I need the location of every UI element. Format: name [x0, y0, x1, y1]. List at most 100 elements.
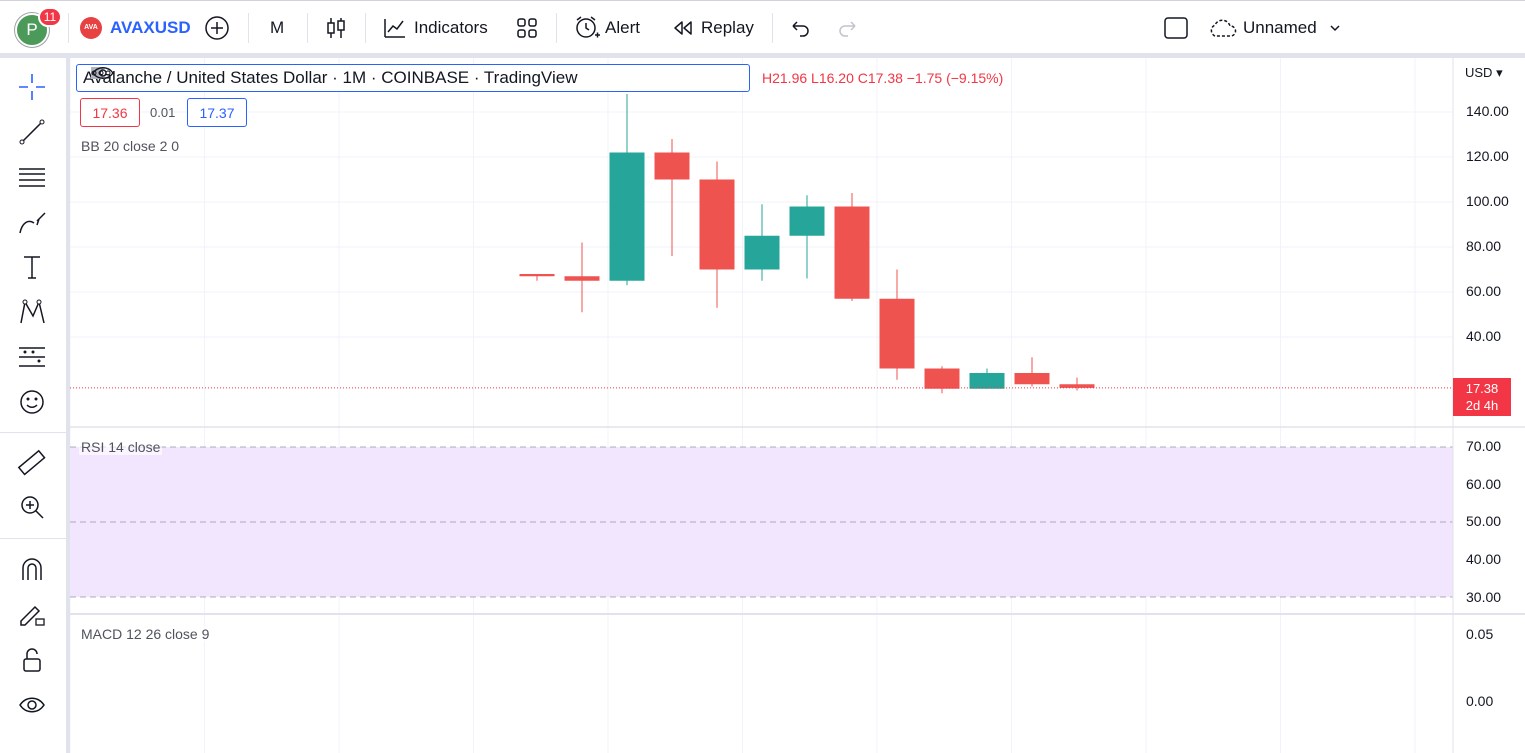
- redo-button[interactable]: [836, 1, 860, 54]
- compare-symbol-button[interactable]: [204, 1, 230, 54]
- bar-countdown: 2d 4h: [1465, 398, 1499, 413]
- interval-label: M: [270, 17, 285, 37]
- lock-all-tool[interactable]: [15, 643, 49, 677]
- ohlc-values: H21.96 L16.20 C17.38 −1.75 (−9.15%): [762, 70, 1004, 86]
- buy-button[interactable]: 17.37: [187, 98, 247, 127]
- redo-icon: [839, 20, 856, 37]
- candle-body: [879, 298, 915, 369]
- macd-indicator-label[interactable]: MACD 12 26 close 9: [79, 626, 212, 642]
- price-tick: 100.00: [1466, 193, 1509, 209]
- divider: [307, 13, 308, 43]
- candle-body: [1014, 373, 1050, 385]
- chevron-down-icon: [1330, 24, 1340, 31]
- replay-label: Replay: [701, 17, 754, 37]
- bb-indicator-label[interactable]: BB 20 close 2 0: [79, 138, 182, 154]
- pencil-lock-icon: [20, 605, 45, 626]
- hide-drawings-tool[interactable]: [15, 688, 49, 722]
- ruler-icon: [17, 449, 46, 476]
- divider: [248, 13, 249, 43]
- alarm-clock-icon: [576, 15, 600, 38]
- horizontal-lines-icon: [19, 168, 45, 187]
- text-tool[interactable]: [15, 250, 49, 284]
- candle-body: [834, 206, 870, 299]
- layouts-button[interactable]: [515, 1, 539, 54]
- divider: [772, 13, 773, 43]
- pattern-icon: [20, 299, 45, 324]
- interval-button[interactable]: M: [270, 1, 284, 54]
- forecast-icon: [19, 347, 45, 367]
- brush-tool[interactable]: [15, 205, 49, 239]
- more-icon[interactable]: [89, 65, 113, 81]
- layout-name-button[interactable]: Unnamed: [1207, 1, 1345, 54]
- candle-body: [969, 373, 1005, 389]
- currency-selector[interactable]: USD ▾: [1465, 65, 1503, 80]
- symbol-label: AVAXUSD: [110, 17, 191, 37]
- last-price-label: 17.38 2d 4h: [1453, 378, 1511, 416]
- crosshair-tool[interactable]: [15, 70, 49, 104]
- square-icon: [1164, 16, 1188, 39]
- grid-icon: [517, 17, 537, 38]
- chart-canvas[interactable]: [70, 58, 1525, 753]
- text-icon: [24, 256, 40, 279]
- divider: [0, 432, 66, 433]
- candle-body: [1059, 384, 1095, 388]
- trend-line-tool[interactable]: [15, 115, 49, 149]
- undo-button[interactable]: [788, 1, 812, 54]
- price-tick: 140.00: [1466, 103, 1509, 119]
- currency-label: USD: [1465, 65, 1493, 80]
- chart-type-button[interactable]: [324, 1, 348, 54]
- notification-badge: 11: [38, 7, 62, 27]
- top-toolbar: P 11 AVA AVAXUSD M Indicators Alert: [0, 0, 1525, 53]
- last-price-value: 17.38: [1465, 381, 1499, 396]
- pattern-tool[interactable]: [15, 295, 49, 329]
- indicators-button[interactable]: Indicators: [382, 1, 488, 54]
- chart-area[interactable]: Avalanche / United States Dollar · 1M · …: [70, 58, 1525, 753]
- macd-tick: 0.05: [1466, 626, 1494, 642]
- icons-tool[interactable]: [15, 385, 49, 419]
- price-tick: 60.00: [1466, 283, 1502, 299]
- undo-icon: [792, 20, 809, 37]
- rsi-tick: 30.00: [1466, 589, 1502, 605]
- price-tick: 40.00: [1466, 328, 1502, 344]
- alert-button[interactable]: Alert: [573, 1, 640, 54]
- measure-tool[interactable]: [15, 446, 49, 480]
- indicators-label: Indicators: [414, 17, 488, 37]
- macd-tick: 0.00: [1466, 693, 1494, 709]
- trend-line-icon: [19, 119, 45, 145]
- candle-body: [699, 179, 735, 270]
- layout-name-label: Unnamed: [1243, 17, 1317, 37]
- candle-body: [564, 276, 600, 281]
- divider: [556, 13, 557, 43]
- spread-value: 0.01: [150, 105, 176, 120]
- rsi-tick: 40.00: [1466, 551, 1502, 567]
- fullscreen-button[interactable]: [1163, 1, 1189, 54]
- smiley-icon: [20, 390, 44, 414]
- rsi-tick: 70.00: [1466, 438, 1502, 454]
- symbol-search-button[interactable]: AVA AVAXUSD: [80, 1, 191, 54]
- divider: [0, 538, 66, 539]
- price-tick: 120.00: [1466, 148, 1509, 164]
- indicators-icon: [384, 18, 405, 38]
- magnet-tool[interactable]: [15, 552, 49, 586]
- prediction-tool[interactable]: [15, 340, 49, 374]
- fib-tool[interactable]: [15, 160, 49, 194]
- cloud-icon: [1210, 19, 1237, 37]
- alert-label: Alert: [605, 17, 640, 37]
- replay-button[interactable]: Replay: [671, 1, 754, 54]
- crosshair-icon: [19, 74, 45, 100]
- sell-button[interactable]: 17.36: [80, 98, 140, 127]
- rsi-indicator-label[interactable]: RSI 14 close: [79, 439, 163, 455]
- candle-body: [744, 235, 780, 270]
- candle-body: [609, 152, 645, 281]
- candle-body: [654, 152, 690, 180]
- divider: [68, 13, 69, 43]
- zoom-tool[interactable]: [15, 490, 49, 524]
- lock-drawings-tool[interactable]: [15, 597, 49, 631]
- rewind-icon: [674, 20, 692, 35]
- brush-icon: [19, 212, 46, 234]
- symbol-legend[interactable]: Avalanche / United States Dollar · 1M · …: [76, 64, 750, 92]
- eye-icon: [19, 697, 45, 713]
- candle-body: [789, 206, 825, 236]
- plus-circle-icon: [205, 15, 229, 40]
- magnet-icon: [22, 558, 42, 580]
